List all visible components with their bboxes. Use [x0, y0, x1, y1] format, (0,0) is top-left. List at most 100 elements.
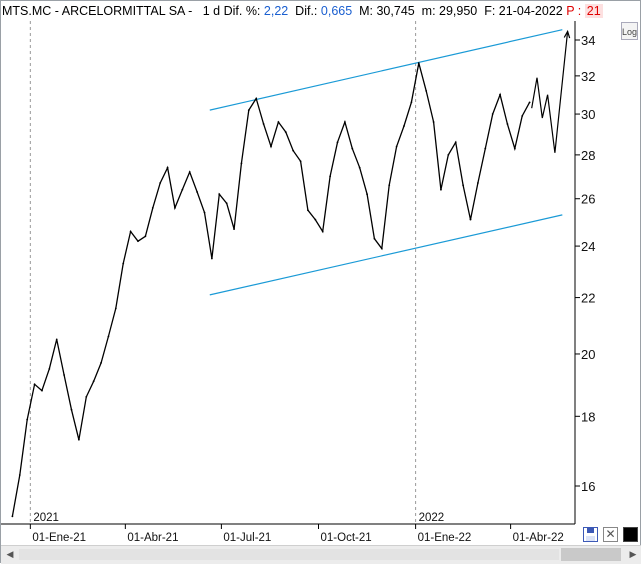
max-value: 30,745 [376, 4, 415, 18]
price-point [247, 109, 250, 112]
price-point [85, 396, 88, 398]
price-point [203, 211, 206, 214]
price-point [210, 257, 213, 260]
price-point [388, 184, 391, 187]
price-point [11, 515, 14, 518]
price-point [270, 145, 272, 148]
close-icon[interactable]: ✕ [603, 527, 618, 542]
price-point [484, 147, 487, 150]
y-tick-label: 32 [581, 69, 595, 84]
price-point [122, 262, 125, 265]
price-line [11, 62, 531, 517]
price-point [181, 188, 184, 191]
price-point [26, 418, 29, 421]
scroll-right-arrow-icon[interactable]: ▶ [629, 549, 637, 559]
price-point [225, 202, 228, 205]
horizontal-scrollbar[interactable]: ◀ ▶ [1, 545, 641, 564]
price-series [11, 62, 531, 518]
scroll-track[interactable] [19, 549, 559, 560]
price-point [55, 338, 58, 341]
y-tick-label: 16 [581, 479, 595, 494]
chart-header: MTS.MC - ARCELORMITTAL SA - 1 d Dif. %: … [2, 2, 603, 20]
price-point [188, 171, 191, 173]
projection-line [531, 31, 569, 153]
price-point [499, 93, 501, 96]
price-point [33, 383, 36, 386]
trend-channel [209, 29, 563, 296]
x-tick-label: 01-Oct-21 [321, 532, 372, 544]
price-point [129, 230, 132, 233]
p-label: P : [562, 4, 585, 18]
separator-1: - [51, 4, 62, 18]
date-label: F: [477, 4, 499, 18]
price-point [159, 182, 162, 184]
price-point [233, 228, 235, 230]
price-point [447, 153, 450, 156]
price-point [506, 123, 509, 125]
price-point [403, 125, 405, 127]
company-name: ARCELORMITTAL SA [61, 4, 185, 18]
x-tick-label: 01-Abr-22 [513, 532, 564, 544]
price-point [92, 380, 95, 383]
y-tick-label: 28 [581, 148, 595, 163]
price-point [410, 101, 413, 104]
price-point [151, 207, 154, 209]
chart-toolbar: ✕ [577, 525, 641, 545]
channel-upper-line [209, 29, 563, 111]
color-swatch-icon[interactable] [623, 527, 638, 542]
x-tick-label: 01-Ene-22 [418, 532, 472, 544]
price-point [476, 182, 479, 184]
price-point [491, 113, 494, 115]
price-point [100, 362, 102, 364]
price-point [329, 175, 332, 178]
y-axis: 16 18 20 22 24 26 28 30 32 34 [575, 33, 595, 494]
price-point [321, 230, 324, 233]
y-tick-label: 22 [581, 291, 595, 306]
year-label: 2022 [419, 512, 445, 524]
scroll-thumb[interactable] [561, 548, 621, 561]
scroll-left-arrow-icon[interactable]: ◀ [6, 549, 14, 559]
price-point [41, 389, 43, 392]
dif-pct-value: 2,22 [263, 4, 289, 18]
price-point [425, 89, 428, 92]
price-point [114, 307, 117, 310]
price-point [528, 101, 531, 104]
price-point [166, 166, 169, 169]
y-tick-label: 30 [581, 107, 595, 122]
floppy-disk-icon[interactable] [583, 527, 598, 542]
price-point [144, 235, 147, 238]
price-point [462, 184, 465, 187]
price-point [262, 123, 265, 125]
year-label: 2021 [33, 512, 59, 524]
symbol-text: MTS.MC [2, 4, 52, 18]
projection-series [531, 29, 571, 153]
y-tick-label: 18 [581, 409, 595, 424]
y-tick-label: 26 [581, 192, 595, 207]
price-point [351, 147, 354, 150]
min-value: 29,950 [439, 4, 478, 18]
log-scale-button[interactable]: Log [621, 22, 638, 40]
price-point [432, 121, 435, 123]
projection-arrow-icon [563, 29, 571, 39]
plot-frame [1, 21, 576, 525]
dif-label: Dif.: [288, 4, 318, 18]
price-point [521, 115, 524, 117]
price-point [380, 247, 383, 250]
x-axis: 01-Ene-21 01-Abr-21 01-Jul-21 01-Oct-21 01-E… [29, 524, 564, 544]
x-tick-label: 01-Jul-21 [223, 532, 271, 544]
max-label: M: [352, 4, 377, 18]
price-point [240, 162, 243, 165]
price-point [18, 474, 21, 476]
price-point [343, 121, 346, 123]
price-point [314, 218, 317, 221]
price-point [469, 218, 472, 221]
year-separators: 2021 2022 [29, 21, 445, 524]
price-point [373, 237, 376, 240]
dif-value: 0,665 [320, 4, 353, 18]
price-point [48, 368, 51, 370]
price-point [277, 121, 280, 123]
price-point [70, 408, 73, 411]
price-point [218, 193, 221, 196]
